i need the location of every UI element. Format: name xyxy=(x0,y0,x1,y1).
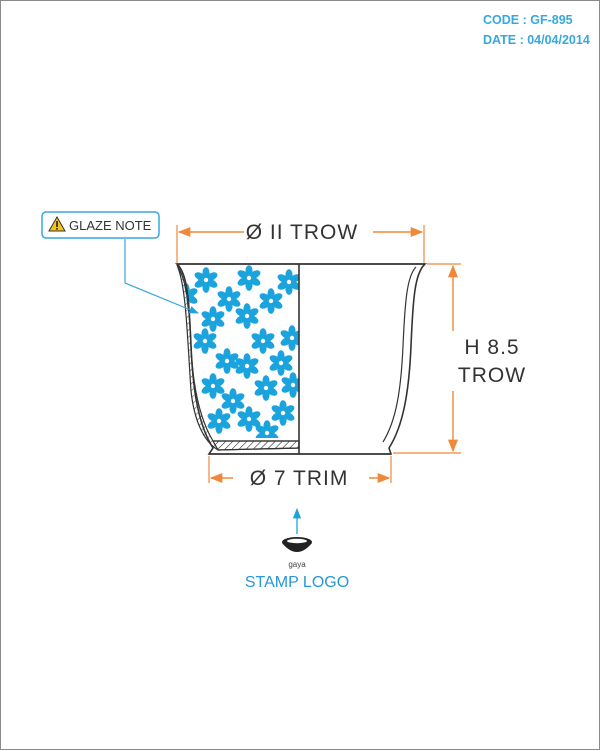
brand-name: gaya xyxy=(288,560,306,569)
height-label-line2: TROW xyxy=(458,364,526,387)
date-label: DATE : 04/04/2014 xyxy=(483,33,590,47)
code-label: CODE : GF-895 xyxy=(483,13,573,27)
glaze-note-callout: GLAZE NOTE xyxy=(41,211,199,314)
cup-drawing xyxy=(174,263,428,455)
glaze-note-label: GLAZE NOTE xyxy=(69,218,152,233)
top-diameter-dimension: Ø II TROW xyxy=(176,221,425,263)
bowl-logo-icon xyxy=(282,537,312,552)
flower-pattern xyxy=(179,265,299,438)
height-dimension: H 8.5 TROW xyxy=(393,263,526,454)
top-diameter-label: Ø II TROW xyxy=(246,221,358,244)
warning-icon xyxy=(48,215,66,232)
base-diameter-label: Ø 7 TRIM xyxy=(250,467,349,490)
stamp-logo-section: gaya STAMP LOGO xyxy=(245,507,349,591)
height-label-line1: H 8.5 xyxy=(464,336,519,359)
glaze-note-leader xyxy=(124,239,199,314)
base-diameter-dimension: Ø 7 TRIM xyxy=(208,456,392,490)
glaze-note-box xyxy=(41,211,160,239)
stamp-logo-label: STAMP LOGO xyxy=(245,574,349,591)
